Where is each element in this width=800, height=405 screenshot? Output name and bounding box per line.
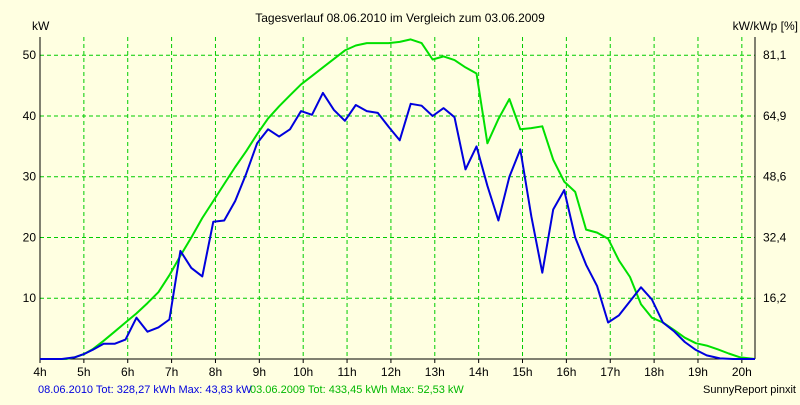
y-tick-label-left: 10 <box>23 291 37 305</box>
series-line-03-06-2009 <box>40 38 756 360</box>
y-tick-label-left: 50 <box>23 48 37 62</box>
plot-area <box>40 37 755 359</box>
x-tick-label: 9h <box>253 365 266 379</box>
x-tick-label: 14h <box>469 365 489 379</box>
y-tick-label-right: 64,9 <box>763 109 787 123</box>
chart-title: Tagesverlauf 08.06.2010 im Vergleich zum… <box>255 11 545 25</box>
y-axis-label-right: kW/kWp [%] <box>733 19 798 33</box>
series-line-08-06-2010 <box>40 91 755 360</box>
y-tick-label-right: 16,2 <box>763 291 787 305</box>
y-tick-label-right: 48,6 <box>763 170 787 184</box>
x-tick-label: 18h <box>644 365 664 379</box>
x-tick-label: 19h <box>688 365 708 379</box>
x-tick-label: 7h <box>165 365 178 379</box>
credit-label: SunnyReport pinxit <box>703 384 796 396</box>
footer-summary-2009: 03.06.2009 Tot: 433,45 kWh Max: 52,53 kW <box>250 384 464 396</box>
y-axis-label-left: kW <box>32 19 50 33</box>
x-tick-label: 13h <box>425 365 445 379</box>
x-tick-label: 4h <box>33 365 46 379</box>
x-tick-label: 11h <box>337 365 356 379</box>
y-tick-label-right: 32,4 <box>763 230 787 244</box>
x-tick-label: 16h <box>556 365 576 379</box>
y-tick-label-left: 20 <box>23 230 37 244</box>
x-tick-label: 6h <box>121 365 134 379</box>
y-tick-label-right: 81,1 <box>763 48 787 62</box>
plot-layer: 4h 5h 6h 7h 8h 9h 10h 11h 12h 13h 14h 15h 16h 17h 18h 1… <box>23 37 787 379</box>
x-tick-label: 8h <box>209 365 222 379</box>
y-tick-label-left: 40 <box>23 109 37 123</box>
x-tick-label: 20h <box>732 365 752 379</box>
footer-summary-2010: 08.06.2010 Tot: 328,27 kWh Max: 43,83 kW <box>38 384 252 396</box>
x-tick-label: 10h <box>293 365 313 379</box>
x-tick-label: 17h <box>600 365 620 379</box>
y-tick-label-left: 30 <box>23 170 37 184</box>
x-tick-label: 12h <box>381 365 401 379</box>
x-tick-label: 15h <box>512 365 532 379</box>
x-tick-label: 5h <box>77 365 90 379</box>
